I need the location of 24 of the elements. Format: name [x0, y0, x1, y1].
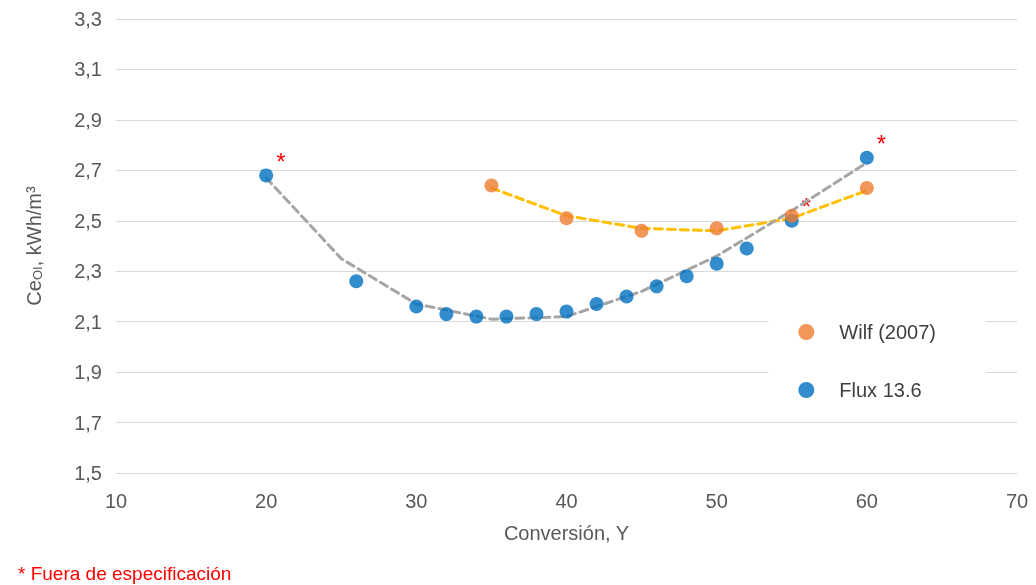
x-tick-label: 30 — [405, 490, 428, 512]
y-tick-label: 2,5 — [74, 209, 102, 232]
text: * Fuera de especificación — [18, 563, 232, 584]
y-axis-title: CeOI, kWh/m³ — [22, 186, 45, 306]
y-tick-label: 1,7 — [74, 411, 102, 434]
y-tick-label: 2,1 — [74, 310, 102, 333]
x-tick-label: 20 — [255, 490, 278, 512]
x-axis-title: Conversión, Y — [503, 522, 630, 544]
x-tick-label: 70 — [1005, 490, 1029, 512]
x-tick-label: 40 — [555, 490, 578, 512]
y-tick-label: 1,5 — [74, 462, 102, 484]
annotation: * — [276, 147, 286, 175]
legend-label: Flux 13.6 — [839, 379, 922, 401]
y-tick-label: 2,7 — [74, 159, 102, 182]
x-tick-label: 50 — [705, 490, 728, 512]
y-tick-label: 1,9 — [74, 361, 102, 384]
x-tick-label: 60 — [855, 490, 878, 512]
x-tick-label: 10 — [104, 490, 128, 512]
legend-label: Wilf (2007) — [839, 321, 937, 343]
y-tick-label: 3,3 — [74, 8, 102, 30]
annotation: * — [876, 130, 887, 158]
y-tick-label: 2,3 — [74, 260, 102, 283]
y-tick-label: 2,9 — [74, 108, 102, 131]
y-tick-label: 3,1 — [74, 58, 102, 81]
